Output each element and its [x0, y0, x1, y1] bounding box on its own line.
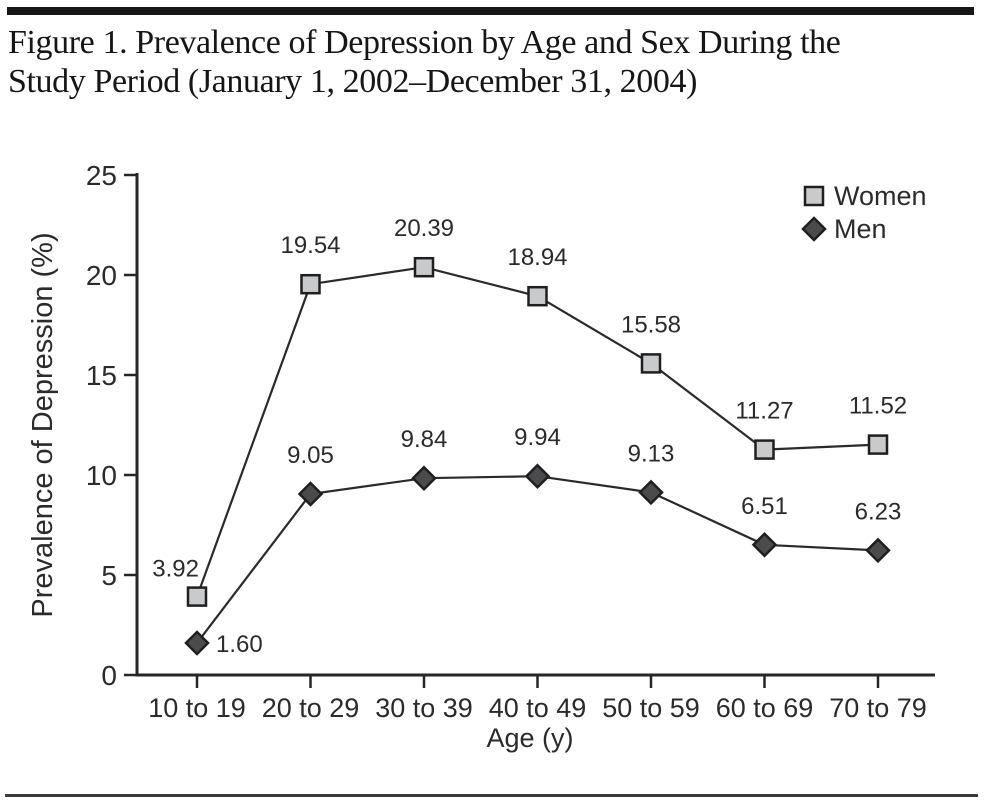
bottom-rule: [5, 794, 978, 797]
data-point-marker-men: [751, 532, 778, 558]
y-tick-label: 15: [86, 360, 117, 391]
x-tick-label: 40 to 49: [489, 693, 587, 723]
y-axis-title: Prevalence of Depression (%): [27, 232, 59, 617]
data-point-marker-women: [867, 434, 889, 455]
data-point-marker-men: [865, 537, 891, 564]
top-rule: [7, 7, 974, 15]
figure-title: Figure 1. Prevalence of Depression by Ag…: [8, 23, 841, 101]
y-tick-label: 10: [86, 460, 117, 491]
data-point-marker-women: [754, 439, 775, 460]
data-point-label-women: 15.58: [621, 311, 681, 338]
y-tick-label: 20: [86, 260, 117, 291]
data-point-label-men: 6.51: [741, 493, 788, 520]
data-point-label-women: 11.27: [735, 398, 793, 425]
x-tick-label: 10 to 19: [148, 693, 246, 723]
x-tick-label: 30 to 39: [375, 693, 473, 723]
data-point-marker-women: [640, 353, 662, 374]
data-point-marker-men: [297, 481, 324, 507]
data-point-marker-women: [186, 586, 208, 607]
data-point-label-women: 18.94: [507, 244, 567, 271]
figure-title-line1: Figure 1. Prevalence of Depression by Ag…: [8, 24, 841, 61]
data-point-label-men: 9.05: [287, 442, 334, 469]
legend-swatch-men: [801, 216, 827, 242]
y-tick-label: 5: [101, 560, 117, 591]
data-point-marker-women: [300, 273, 321, 295]
data-point-marker-women: [413, 256, 435, 278]
data-point-label-women: 11.52: [849, 393, 907, 420]
data-point-label-women: 3.92: [152, 556, 199, 583]
figure-title-line2: Study Period (January 1, 2002–December 3…: [8, 63, 697, 100]
data-point-marker-men: [638, 479, 664, 506]
data-point-label-women: 20.39: [394, 215, 454, 242]
y-tick-label: 25: [86, 160, 117, 191]
data-point-label-men: 9.84: [401, 426, 448, 453]
y-tick-label: 0: [101, 660, 117, 691]
data-point-label-men: 9.13: [628, 440, 675, 467]
data-point-marker-women: [527, 285, 548, 307]
data-point-label-men: 6.23: [855, 498, 902, 525]
x-tick-label: 20 to 29: [262, 693, 360, 723]
data-point-label-women: 19.54: [280, 232, 340, 259]
data-point-label-men: 9.94: [514, 424, 561, 451]
legend-swatch-women: [803, 185, 825, 207]
x-tick-label: 60 to 69: [716, 693, 814, 723]
legend-label-men: Men: [834, 214, 887, 244]
data-point-marker-men: [411, 465, 437, 491]
x-tick-label: 70 to 79: [829, 693, 927, 723]
legend-label-women: Women: [834, 181, 927, 211]
data-point-marker-men: [184, 630, 210, 656]
x-tick-label: 50 to 59: [602, 693, 700, 723]
data-point-label-men: 1.60: [216, 631, 263, 658]
data-point-marker-men: [524, 463, 551, 489]
x-axis-title: Age (y): [486, 723, 573, 753]
